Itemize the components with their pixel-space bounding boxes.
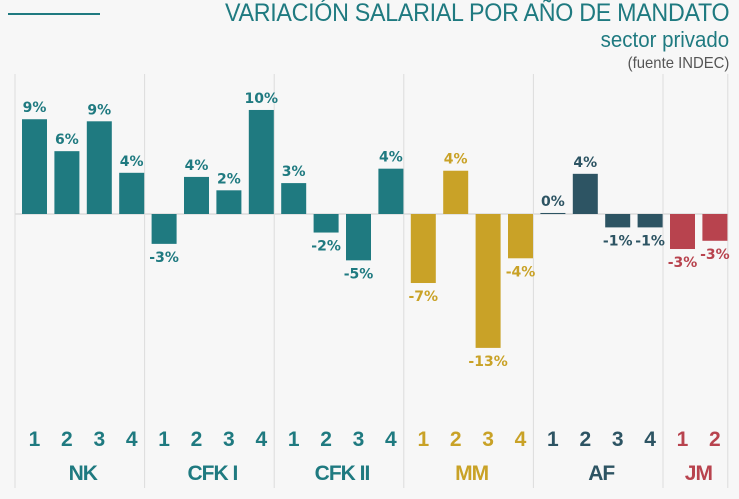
data-label: 4% <box>573 155 597 171</box>
bar <box>184 176 209 214</box>
chart-subtitle: sector privado <box>600 27 729 52</box>
group-label: NK <box>69 462 98 485</box>
data-label: -3% <box>700 247 730 263</box>
data-label: 4% <box>120 154 144 170</box>
bar <box>151 214 177 244</box>
year-tick-label: 3 <box>353 428 365 451</box>
chart-title: VARIACIÓN SALARIAL POR AÑO DE MANDATO <box>224 0 730 27</box>
bar <box>378 168 404 214</box>
year-tick-label: 4 <box>515 428 527 451</box>
bar <box>54 151 80 214</box>
data-label: -7% <box>409 289 439 305</box>
year-tick-label: 1 <box>547 428 559 451</box>
year-tick-label: 2 <box>320 428 332 451</box>
data-label: 9% <box>87 102 111 118</box>
bar <box>313 214 339 233</box>
data-label: 9% <box>23 100 47 116</box>
year-tick-label: 4 <box>385 428 397 451</box>
group-label: AF <box>588 462 615 485</box>
data-label: 4% <box>379 150 403 166</box>
bar <box>637 214 663 228</box>
data-label: 2% <box>217 171 241 187</box>
bar <box>248 109 274 214</box>
bar <box>443 170 469 214</box>
year-tick-label: 1 <box>288 428 300 451</box>
bar <box>216 190 242 214</box>
bar <box>508 214 533 259</box>
year-tick-label: 1 <box>29 428 41 451</box>
data-label: 4% <box>444 152 468 168</box>
bar <box>540 212 566 214</box>
year-tick-label: 2 <box>191 428 203 451</box>
year-tick-label: 2 <box>450 428 462 451</box>
bar <box>475 214 501 348</box>
group-label: MM <box>455 462 488 485</box>
group-label: CFK I <box>187 462 237 485</box>
year-tick-label: 1 <box>677 428 689 451</box>
year-tick-label: 2 <box>61 428 73 451</box>
year-tick-label: 3 <box>482 428 494 451</box>
data-label: 4% <box>185 158 209 174</box>
data-label: 3% <box>282 164 306 180</box>
year-tick-label: 1 <box>158 428 170 451</box>
bar <box>670 214 695 250</box>
bar <box>119 172 145 214</box>
data-label: -4% <box>506 264 536 280</box>
bar <box>572 173 598 214</box>
data-label: -2% <box>311 239 341 255</box>
year-tick-label: 4 <box>255 428 267 451</box>
data-label: 0% <box>541 194 565 210</box>
data-label: 10% <box>245 91 279 107</box>
chart-source: (fuente INDEC) <box>627 55 729 72</box>
year-tick-label: 3 <box>223 428 235 451</box>
bar <box>281 183 307 214</box>
data-label: -3% <box>668 255 698 271</box>
group-label: CFK II <box>315 462 370 485</box>
bar <box>702 214 728 241</box>
bar <box>410 214 436 284</box>
group-label: JM <box>685 462 713 485</box>
data-label: -5% <box>344 266 374 282</box>
year-tick-label: 4 <box>644 428 656 451</box>
bar <box>22 119 47 214</box>
year-tick-label: 1 <box>417 428 429 451</box>
bar <box>605 214 631 228</box>
year-tick-label: 2 <box>579 428 591 451</box>
bar <box>86 121 112 214</box>
year-tick-label: 4 <box>126 428 138 451</box>
data-label: -1% <box>635 233 665 249</box>
title-rule <box>8 13 100 15</box>
data-label: -1% <box>603 233 633 249</box>
bar <box>346 214 371 261</box>
data-label: -3% <box>149 250 179 266</box>
year-tick-label: 3 <box>93 428 105 451</box>
year-tick-label: 2 <box>709 428 721 451</box>
year-tick-label: 3 <box>612 428 624 451</box>
data-label: 6% <box>55 132 79 148</box>
data-label: -13% <box>468 354 507 370</box>
